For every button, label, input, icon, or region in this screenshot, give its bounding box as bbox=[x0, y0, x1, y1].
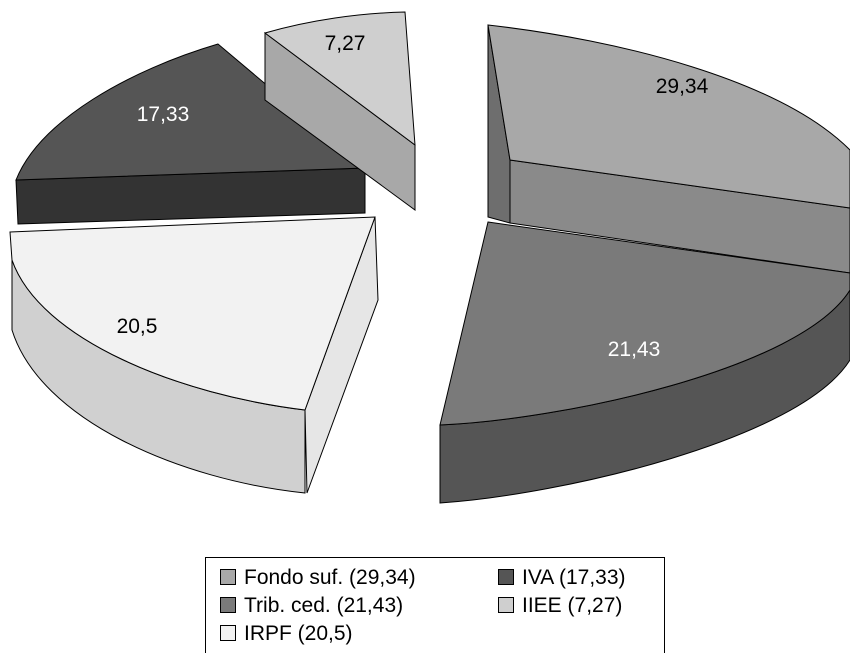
slice-trib-ced bbox=[439, 221, 850, 504]
legend-item-irpf: IRPF (20,5) bbox=[220, 622, 353, 646]
legend-swatch-fondo-suf bbox=[220, 569, 236, 585]
slice-trib-ced-top bbox=[439, 221, 850, 426]
legend-swatch-trib-ced bbox=[220, 597, 236, 613]
slice-fondo-suf bbox=[487, 24, 850, 274]
legend-item-iiee: IIEE (7,27) bbox=[498, 594, 622, 618]
legend-label-trib-ced: Trib. ced. (21,43) bbox=[244, 594, 404, 617]
slice-iva-top bbox=[15, 43, 367, 181]
data-label-trib-ced: 21,43 bbox=[608, 338, 661, 361]
pie-chart: 29,34 21,43 20,5 17,33 7,27 bbox=[9, 11, 850, 504]
legend-swatch-iiee bbox=[498, 597, 514, 613]
legend-item-trib-ced: Trib. ced. (21,43) bbox=[220, 594, 403, 618]
legend-label-iva: IVA (17,33) bbox=[522, 566, 626, 589]
data-label-iva: 17,33 bbox=[137, 103, 190, 126]
legend-swatch-iva bbox=[498, 569, 514, 585]
slice-iiee-top bbox=[263, 11, 416, 147]
data-label-irpf: 20,5 bbox=[117, 315, 158, 338]
legend-item-iva: IVA (17,33) bbox=[498, 566, 626, 590]
legend-swatch-irpf bbox=[220, 625, 236, 641]
slice-fondo-suf-wall bbox=[509, 159, 850, 274]
data-label-iiee: 7,27 bbox=[325, 32, 366, 55]
data-label-fondo-suf: 29,34 bbox=[656, 75, 709, 98]
slice-iva bbox=[15, 43, 367, 225]
slice-iiee bbox=[263, 11, 416, 211]
legend-label-fondo-suf: Fondo suf. (29,34) bbox=[244, 566, 416, 589]
slice-fondo-suf-top bbox=[487, 24, 850, 209]
legend-item-fondo-suf: Fondo suf. (29,34) bbox=[220, 566, 416, 590]
legend-label-iiee: IIEE (7,27) bbox=[522, 594, 623, 617]
slice-irpf bbox=[9, 216, 379, 494]
chart-legend: Fondo suf. (29,34) Trib. ced. (21,43) IR… bbox=[205, 557, 665, 653]
legend-label-irpf: IRPF (20,5) bbox=[244, 622, 353, 645]
slice-irpf-top bbox=[9, 216, 376, 411]
